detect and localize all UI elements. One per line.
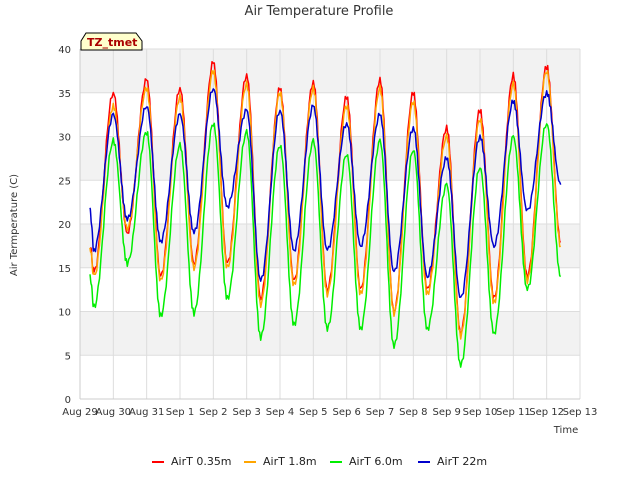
y-tick-label: 30 [58, 133, 71, 144]
grid [79, 48, 581, 400]
y-tick-label: 20 [58, 220, 71, 231]
legend-label: AirT 1.8m [263, 455, 317, 468]
grid-band [80, 49, 580, 93]
series-line-3 [89, 122, 562, 368]
x-tick-label: Sep 5 [299, 407, 327, 418]
grid-band [80, 136, 580, 181]
legend-label: AirT 6.0m [349, 455, 403, 468]
x-tick-label: Sep 2 [199, 407, 227, 418]
chart-title: Air Temperature Profile [245, 4, 394, 19]
y-tick-label: 0 [65, 395, 71, 406]
x-tick-label: Sep 6 [332, 407, 360, 418]
series-group [89, 60, 562, 368]
x-tick-label: Sep 7 [366, 407, 394, 418]
x-tick-label: Aug 31 [129, 407, 164, 418]
legend: AirT 0.35m AirT 1.8m AirT 6.0m AirT 22m [152, 455, 487, 468]
y-tick-label: 25 [58, 176, 71, 187]
x-tick-label: Sep 3 [232, 407, 260, 418]
y-tick-label: 15 [58, 264, 71, 275]
badge-label: TZ_tmet [87, 36, 137, 49]
x-tick-label: Sep 11 [496, 407, 531, 418]
x-tick-label: Aug 30 [96, 407, 131, 418]
legend-label: AirT 0.35m [171, 455, 232, 468]
series-line-4 [89, 88, 562, 298]
x-tick-label: Sep 10 [463, 407, 498, 418]
y-tick-label: 35 [58, 89, 71, 100]
badge-box [80, 32, 143, 51]
y-tick-label: 10 [58, 308, 71, 319]
x-tick-label: Sep 4 [266, 407, 294, 418]
x-tick-label: Sep 8 [399, 407, 427, 418]
legend-label: AirT 22m [437, 455, 487, 468]
x-tick-label: Aug 29 [62, 407, 97, 418]
y-tick-label: 5 [65, 351, 71, 362]
x-tick-label: Sep 9 [432, 407, 460, 418]
x-axis-label: Time [553, 425, 578, 436]
y-axis-label: Air Termperature (C) [9, 174, 20, 276]
x-tick-label: Sep 1 [166, 407, 194, 418]
y-tick-label: 40 [58, 45, 71, 56]
x-tick-label: Sep 12 [529, 407, 564, 418]
tz-badge: TZ_tmet [80, 32, 143, 51]
x-tick-label: Sep 13 [563, 407, 598, 418]
